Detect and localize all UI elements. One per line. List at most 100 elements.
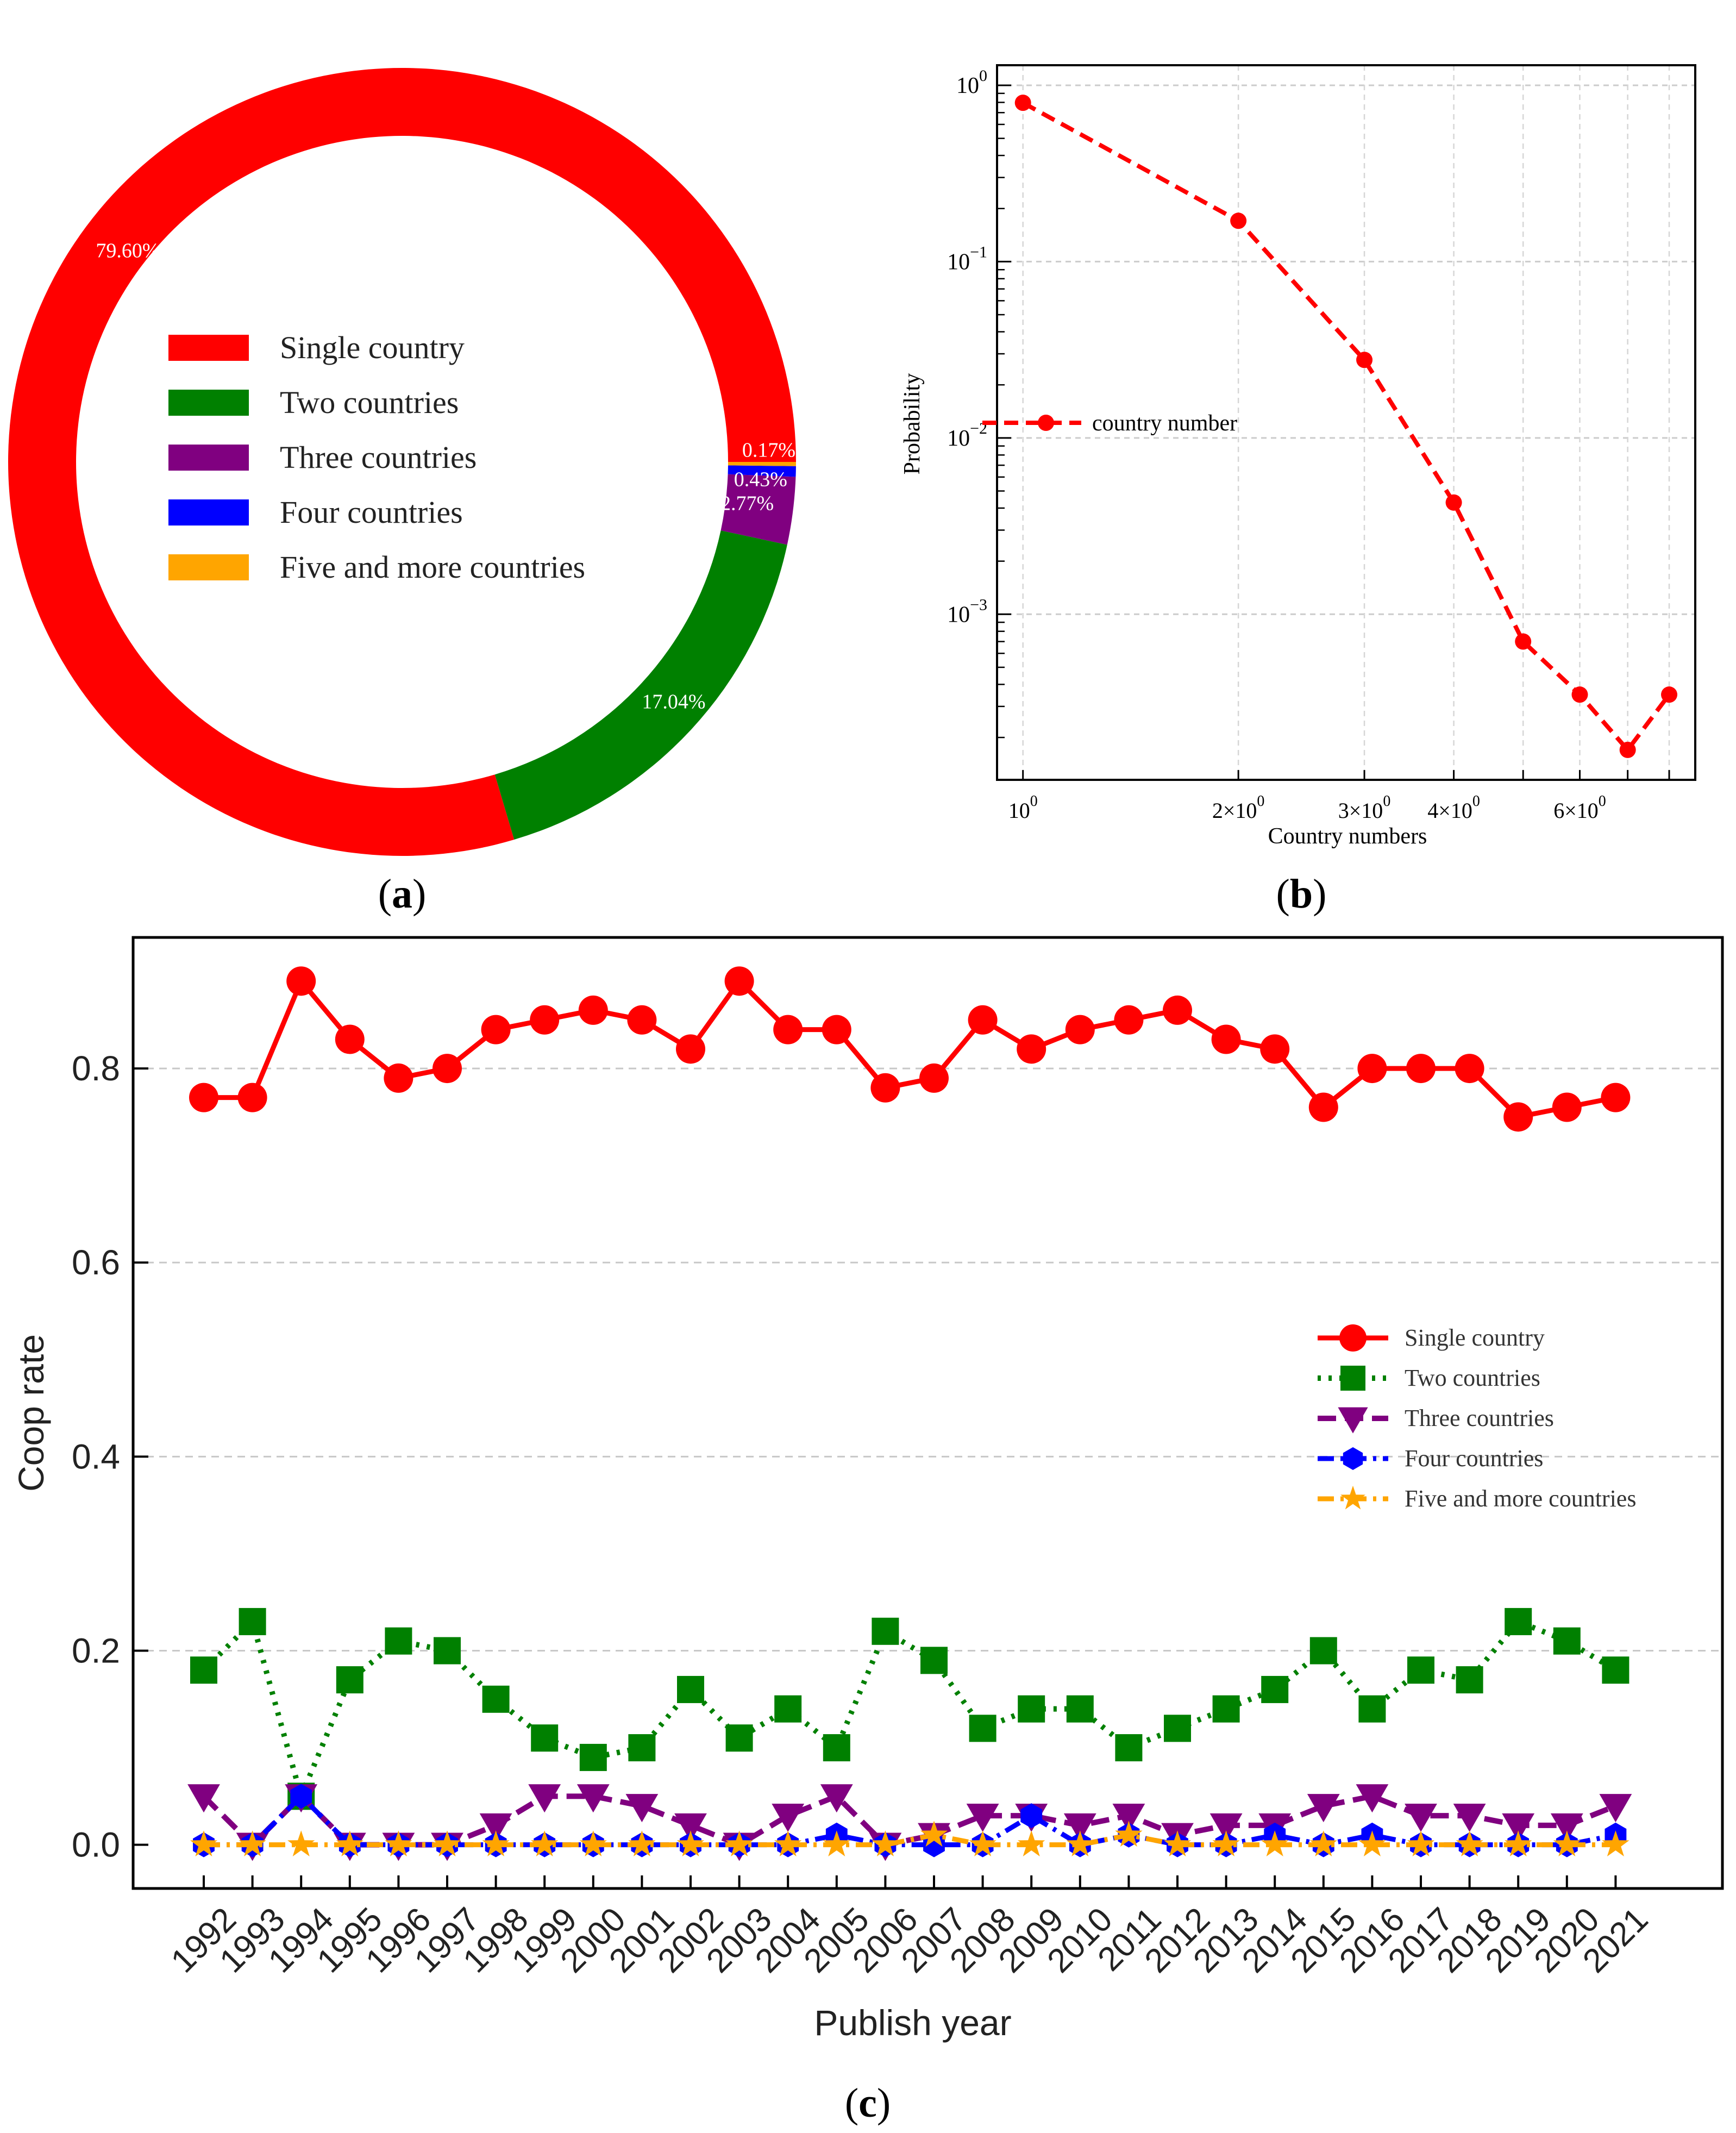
c-point-two-countries	[336, 1666, 364, 1694]
panel-c-time-series-chart: 0.00.20.40.60.81992199319941995199619971…	[11, 936, 1724, 2043]
c-point-three-countries	[576, 1784, 610, 1813]
c-point-five-and-more-countries	[385, 1830, 412, 1857]
panel-a-donut-chart: 79.60% 17.04% 2.77%0.43% 0.17% Single count…	[8, 67, 796, 856]
c-ytick-label: 0.4	[72, 1437, 120, 1476]
c-point-single-country	[1163, 995, 1192, 1025]
c-point-single-country	[384, 1063, 413, 1093]
c-ytick-label: 0.2	[72, 1631, 120, 1671]
c-point-single-country	[1503, 1102, 1533, 1132]
c-point-single-country	[1455, 1054, 1484, 1084]
b-xtick-label: 2×100	[1212, 793, 1265, 823]
c-point-three-countries	[479, 1813, 512, 1842]
b-data-point	[1571, 686, 1588, 703]
c-point-single-country	[724, 966, 754, 996]
c-point-five-and-more-countries	[1115, 1821, 1143, 1847]
c-point-single-country	[237, 1083, 267, 1112]
b-xtick-label: 4×100	[1427, 793, 1480, 823]
c-point-single-country	[627, 1005, 657, 1035]
c-point-three-countries	[1063, 1813, 1096, 1842]
legend-label-four-countries: Four countries	[280, 495, 463, 530]
c-point-two-countries	[1309, 1637, 1337, 1665]
panel-b-caption: (b)	[1276, 871, 1327, 917]
c-point-five-and-more-countries	[628, 1830, 656, 1857]
c-point-single-country	[919, 1063, 949, 1093]
c-point-two-countries	[1066, 1695, 1094, 1723]
b-data-point	[1445, 494, 1462, 511]
c-point-two-countries	[677, 1675, 704, 1703]
c-legend-marker-three-countries	[1338, 1407, 1368, 1434]
c-point-five-and-more-countries	[1309, 1830, 1337, 1857]
c-point-two-countries	[823, 1734, 850, 1762]
donut-label-three-countries: 2.77%	[720, 492, 774, 515]
c-point-two-countries	[1358, 1695, 1386, 1723]
c-ytick-label: 0.0	[72, 1825, 120, 1865]
donut-slice-four-countries	[728, 465, 796, 477]
panel-c-frame	[131, 936, 1724, 1890]
c-point-three-countries	[820, 1784, 853, 1813]
c-point-two-countries	[774, 1695, 802, 1723]
c-point-single-country	[1308, 1092, 1338, 1122]
b-ytick-label: 10−1	[947, 243, 987, 274]
panel-c-caption: (c)	[845, 2080, 891, 2126]
c-point-five-and-more-countries	[1505, 1830, 1532, 1857]
legend-label-five-and-more-countries: Five and more countries	[280, 549, 585, 585]
c-legend-marker-two-countries	[1340, 1366, 1365, 1391]
c-point-single-country	[822, 1015, 851, 1044]
c-point-five-and-more-countries	[579, 1830, 607, 1857]
b-xtick-base: 3×10	[1338, 798, 1383, 823]
c-point-two-countries	[239, 1607, 266, 1635]
b-ytick-exp: −3	[970, 596, 987, 614]
c-point-two-countries	[482, 1685, 510, 1713]
legend-swatch-four-countries	[168, 499, 249, 526]
c-point-single-country	[1017, 1034, 1046, 1064]
c-legend-label-two-countries: Two countries	[1405, 1365, 1540, 1391]
c-point-single-country	[1211, 1024, 1241, 1054]
c-point-three-countries	[1502, 1813, 1535, 1842]
b-ytick-base: 10	[956, 73, 979, 98]
b-ytick-exp: 0	[979, 67, 987, 85]
c-point-two-countries	[725, 1724, 753, 1752]
b-ytick-label: 100	[956, 67, 987, 98]
c-point-single-country	[189, 1083, 218, 1112]
c-point-five-and-more-countries	[239, 1830, 266, 1857]
legend-label-three-countries: Three countries	[280, 440, 477, 475]
c-point-three-countries	[1112, 1803, 1145, 1832]
c-point-single-country	[481, 1015, 511, 1044]
c-point-two-countries	[1553, 1627, 1581, 1655]
c-ytick-label: 0.6	[72, 1243, 120, 1282]
donut-slice-five-and-more-countries	[728, 462, 796, 466]
c-point-single-country	[530, 1005, 560, 1035]
c-point-single-country	[1552, 1092, 1582, 1122]
c-point-single-country	[433, 1054, 462, 1084]
b-xtick-label: 100	[1008, 793, 1038, 823]
b-data-point	[1014, 95, 1031, 111]
donut-slice-two-countries	[494, 530, 787, 840]
b-ytick-base: 10	[947, 602, 970, 627]
c-point-five-and-more-countries	[1018, 1830, 1045, 1857]
legend-swatch-two-countries	[168, 390, 249, 416]
c-point-five-and-more-countries	[920, 1821, 948, 1847]
b-xtick-exp: 0	[1383, 793, 1390, 810]
c-legend-marker-single-country	[1339, 1324, 1367, 1352]
c-point-four-countries	[1020, 1803, 1043, 1829]
b-xtick-exp: 0	[1257, 793, 1264, 810]
panel-c-x-axis-label: Publish year	[814, 2003, 1011, 2043]
panel-a-caption: (a)	[378, 871, 427, 917]
legend-swatch-single-country	[168, 335, 249, 361]
b-xtick-base: 2×10	[1212, 798, 1257, 823]
c-point-five-and-more-countries	[872, 1830, 899, 1857]
c-point-two-countries	[385, 1627, 412, 1655]
c-point-single-country	[870, 1073, 900, 1103]
c-point-two-countries	[434, 1637, 461, 1665]
c-point-five-and-more-countries	[433, 1830, 461, 1857]
b-xtick-base: 6×10	[1553, 798, 1599, 823]
c-point-three-countries	[772, 1803, 805, 1832]
donut-label-four-countries: 0.43%	[734, 468, 787, 491]
c-point-single-country	[1406, 1054, 1436, 1084]
b-data-point	[1515, 633, 1532, 650]
c-point-five-and-more-countries	[1261, 1830, 1289, 1857]
c-point-single-country	[1065, 1015, 1095, 1044]
c-point-five-and-more-countries	[287, 1830, 315, 1857]
b-xtick-exp: 0	[1599, 793, 1606, 810]
